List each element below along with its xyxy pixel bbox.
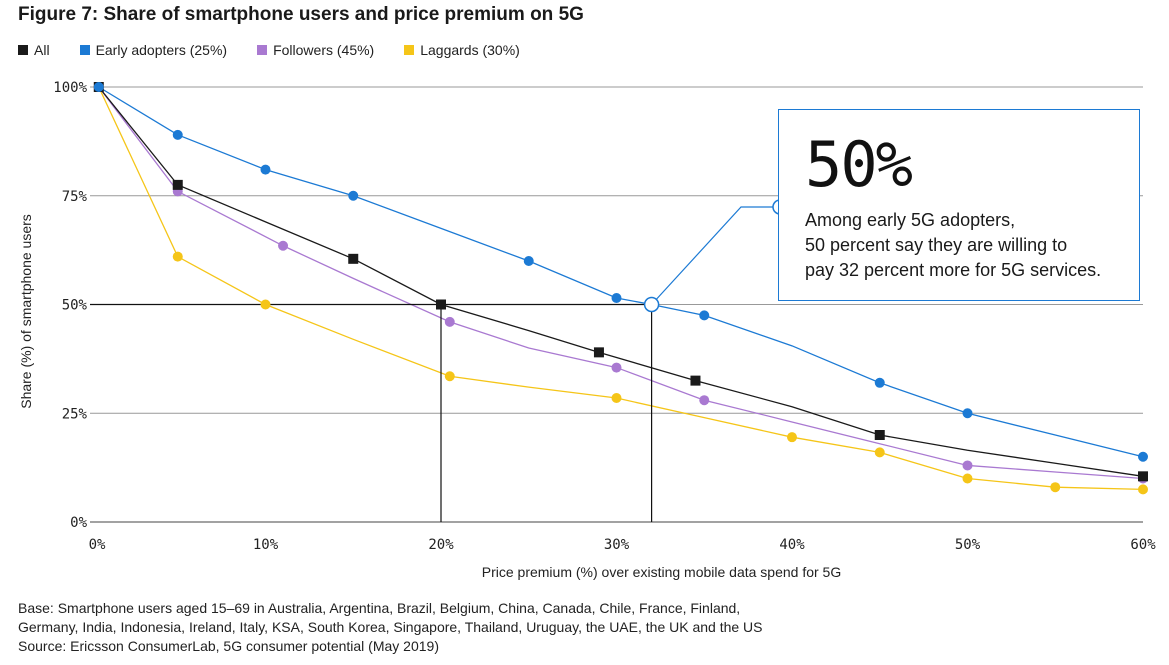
y-tick-label: 25%	[62, 406, 88, 422]
x-tick-label: 40%	[779, 537, 805, 553]
x-tick-label: 50%	[955, 537, 981, 553]
data-point-circle	[787, 432, 797, 443]
callout-text: Among early 5G adopters, 50 percent say …	[805, 208, 1135, 283]
footnote-base-line-2: Germany, India, Indonesia, Ireland, Ital…	[18, 619, 763, 635]
callout-box: 50% Among early 5G adopters, 50 percent …	[778, 109, 1140, 301]
data-point-circle	[962, 408, 973, 419]
data-point-circle	[172, 251, 183, 262]
data-point-square	[1138, 471, 1148, 482]
data-point-square	[874, 430, 885, 440]
data-point-circle	[611, 292, 622, 303]
data-point-circle	[874, 447, 885, 458]
series-line-1	[98, 86, 1144, 458]
callout-connector	[651, 206, 780, 305]
legend-swatch-all	[18, 45, 28, 55]
x-tick-label: 20%	[428, 537, 454, 553]
x-tick-label: 60%	[1130, 537, 1156, 553]
footnote: Base: Smartphone users aged 15–69 in Aus…	[18, 599, 763, 656]
y-tick-label: 100%	[53, 80, 87, 96]
data-point-circle	[523, 256, 534, 266]
data-point-circle	[260, 164, 271, 175]
data-point-square	[593, 347, 604, 358]
data-point-circle	[1050, 482, 1061, 493]
data-point-circle	[172, 129, 183, 140]
y-tick-label: 50%	[62, 298, 88, 314]
y-axis-title: Share (%) of smartphone users	[18, 214, 34, 409]
data-point-circle	[260, 299, 271, 310]
data-point-circle	[874, 377, 885, 388]
data-point-circle	[1138, 451, 1148, 462]
footnote-source: Source: Ericsson ConsumerLab, 5G consume…	[18, 638, 439, 654]
legend-swatch-laggards	[404, 45, 415, 55]
data-point-circle	[1138, 484, 1148, 495]
legend-label-all: All	[34, 42, 50, 58]
data-point-square	[172, 179, 183, 190]
legend-swatch-followers	[257, 45, 268, 55]
highlight-point-circle	[643, 296, 660, 313]
legend-label-early-adopters: Early adopters (25%)	[95, 42, 228, 58]
data-point-circle	[962, 473, 973, 484]
y-tick-label: 0%	[70, 515, 87, 531]
legend-label-followers: Followers (45%)	[273, 42, 375, 58]
legend-item-followers: Followers (45%)	[257, 42, 374, 58]
footnote-base-line-1: Base: Smartphone users aged 15–69 in Aus…	[18, 600, 741, 616]
legend-item-early-adopters: Early adopters (25%)	[79, 42, 228, 58]
x-tick-label: 0%	[89, 537, 106, 553]
data-point-circle	[278, 240, 289, 251]
x-tick-label: 30%	[604, 537, 630, 553]
data-point-circle	[444, 371, 455, 382]
line-chart: 0% 25% 50% 75% 100% 0% 10% 20% 30% 40% 50% 60% Price…	[18, 80, 1156, 580]
callout-line-2: 50 percent say they are willing to	[805, 235, 1068, 255]
callout-line-1: Among early 5G adopters,	[805, 210, 1016, 230]
data-point-circle	[699, 310, 710, 321]
legend-item-all: All	[18, 42, 50, 58]
data-point-circle	[699, 395, 710, 406]
data-point-circle	[611, 393, 622, 404]
legend-swatch-early-adopters	[79, 45, 90, 55]
data-point-square	[690, 375, 701, 386]
data-point-square	[348, 253, 359, 264]
data-point-circle	[962, 460, 973, 471]
chart-legend: All Early adopters (25%) Followers (45%)…	[18, 42, 550, 58]
legend-label-laggards: Laggards (30%)	[420, 42, 520, 58]
data-point-circle	[348, 190, 359, 201]
x-axis-title: Price premium (%) over existing mobile d…	[482, 564, 841, 580]
chart-title: Figure 7: Share of smartphone users and …	[18, 4, 584, 25]
legend-item-laggards: Laggards (30%)	[404, 42, 520, 58]
callout-percentage: 50%	[805, 128, 913, 201]
data-point-circle	[93, 82, 104, 92]
data-point-circle	[611, 362, 622, 373]
callout-line-3: pay 32 percent more for 5G services.	[805, 260, 1102, 280]
x-tick-label: 10%	[253, 537, 279, 553]
data-point-square	[436, 299, 446, 310]
y-tick-label: 75%	[62, 189, 88, 205]
data-point-circle	[444, 316, 455, 327]
